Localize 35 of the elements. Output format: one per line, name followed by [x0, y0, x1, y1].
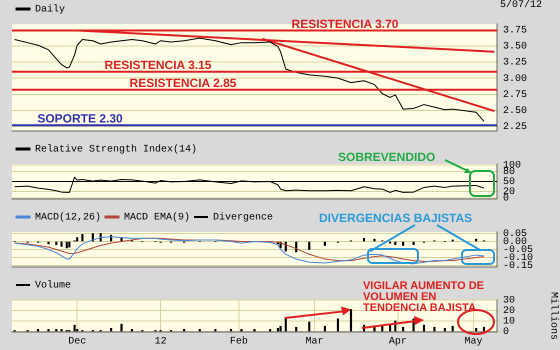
legend-label: MACD EMA(9) — [124, 212, 190, 224]
y-tick-label: 0 — [503, 327, 510, 338]
y-tick-label: 80 — [503, 167, 516, 178]
annotation: DIVERGENCIAS BAJISTAS — [319, 211, 474, 226]
legend-label: Divergence — [213, 212, 274, 224]
ref-line-label: RESISTENCIA 2.85 — [130, 76, 237, 90]
ref-line-label: SOPORTE 2.30 — [37, 112, 124, 126]
x-tick-label: Feb — [230, 336, 248, 348]
annotation: SOBREVENDIDO — [338, 150, 436, 164]
y-tick-label: 50 — [503, 177, 516, 188]
y-tick-label: 0 — [503, 194, 510, 205]
legend-label: Volume — [35, 280, 72, 292]
y-tick-label: 20 — [503, 306, 516, 318]
y-tick-label: 3.50 — [503, 42, 528, 53]
y-tick-label: 10 — [503, 316, 516, 328]
legend-label: Relative Strength Index(14) — [35, 144, 198, 156]
ref-line-label: RESISTENCIA 3.70 — [292, 16, 399, 31]
y-tick-label: 3.00 — [503, 74, 528, 85]
x-tick-label: 12 — [154, 336, 167, 348]
y-tick-label: 3.25 — [503, 58, 528, 69]
y-tick-label: 30 — [503, 296, 516, 307]
y-tick-label: 2.75 — [503, 90, 528, 101]
legend-label: Daily — [35, 4, 66, 16]
y-tick-label: 2.25 — [503, 122, 528, 134]
y-axis-title: Millions — [547, 292, 560, 340]
y-tick-label: 2.50 — [503, 106, 528, 118]
x-tick-label: Mar — [305, 336, 324, 348]
text: 5/07/12 — [500, 0, 544, 11]
y-tick-label: 3.75 — [503, 25, 528, 36]
x-tick-label: Apr — [388, 336, 407, 348]
annotation: VIGILAR AUMENTO DE VOLUMEN EN TENDENCIA BAJISTA — [362, 280, 485, 314]
ref-line-label: RESISTENCIA 3.15 — [104, 58, 212, 72]
legend-label: MACD(12,26) — [35, 212, 102, 224]
x-tick-label: Dec — [68, 336, 86, 348]
x-tick-label: May — [464, 336, 483, 348]
